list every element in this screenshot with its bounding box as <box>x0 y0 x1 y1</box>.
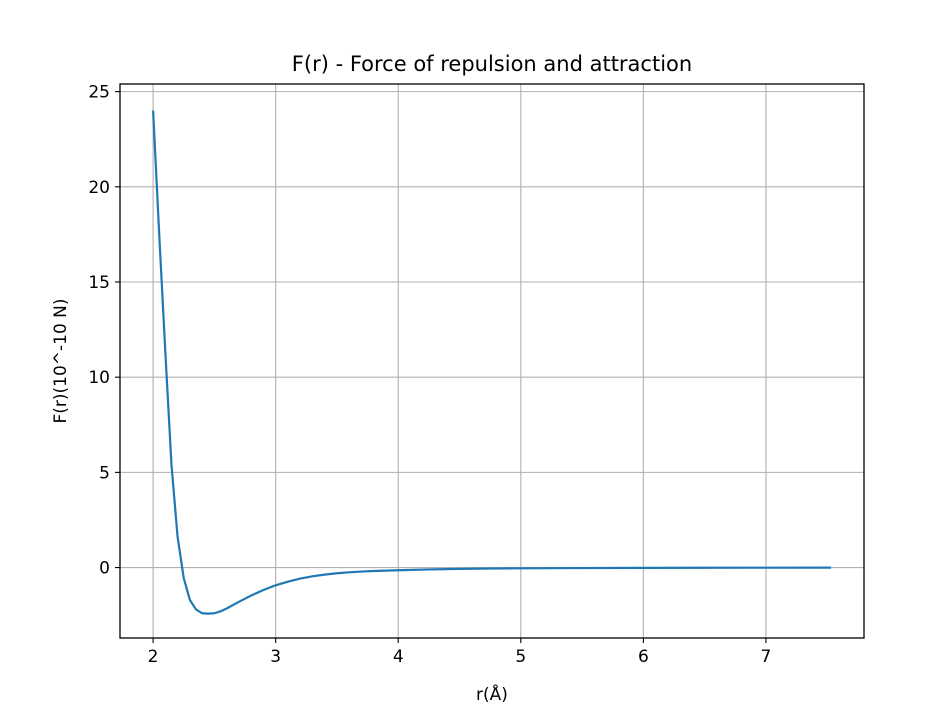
y-tick-label: 10 <box>88 368 110 388</box>
x-tick-label: 2 <box>148 647 159 667</box>
plot-frame <box>119 83 865 639</box>
force-curve-line <box>151 110 831 615</box>
y-tick-label: 5 <box>99 463 110 483</box>
x-tick-label: 5 <box>515 647 526 667</box>
y-axis-label: F(r)(10^-10 N) <box>51 298 71 423</box>
x-tick-label: 6 <box>638 647 649 667</box>
x-tick-label: 7 <box>761 647 772 667</box>
x-tick-label: 4 <box>393 647 404 667</box>
y-tick-label: 0 <box>99 559 110 579</box>
y-tick-label: 20 <box>88 178 110 198</box>
x-axis-label: r(Å) <box>476 683 508 705</box>
y-tick-label: 15 <box>88 273 110 293</box>
x-tick-label: 3 <box>270 647 281 667</box>
y-tick-label: 25 <box>88 83 110 103</box>
x-axis: 2 3 4 5 6 7 <box>148 638 772 667</box>
grid <box>120 84 864 638</box>
plot-series <box>151 110 831 615</box>
y-axis: 0 5 10 15 20 25 <box>88 83 120 579</box>
chart-title: F(r) - Force of repulsion and attraction <box>292 52 692 76</box>
